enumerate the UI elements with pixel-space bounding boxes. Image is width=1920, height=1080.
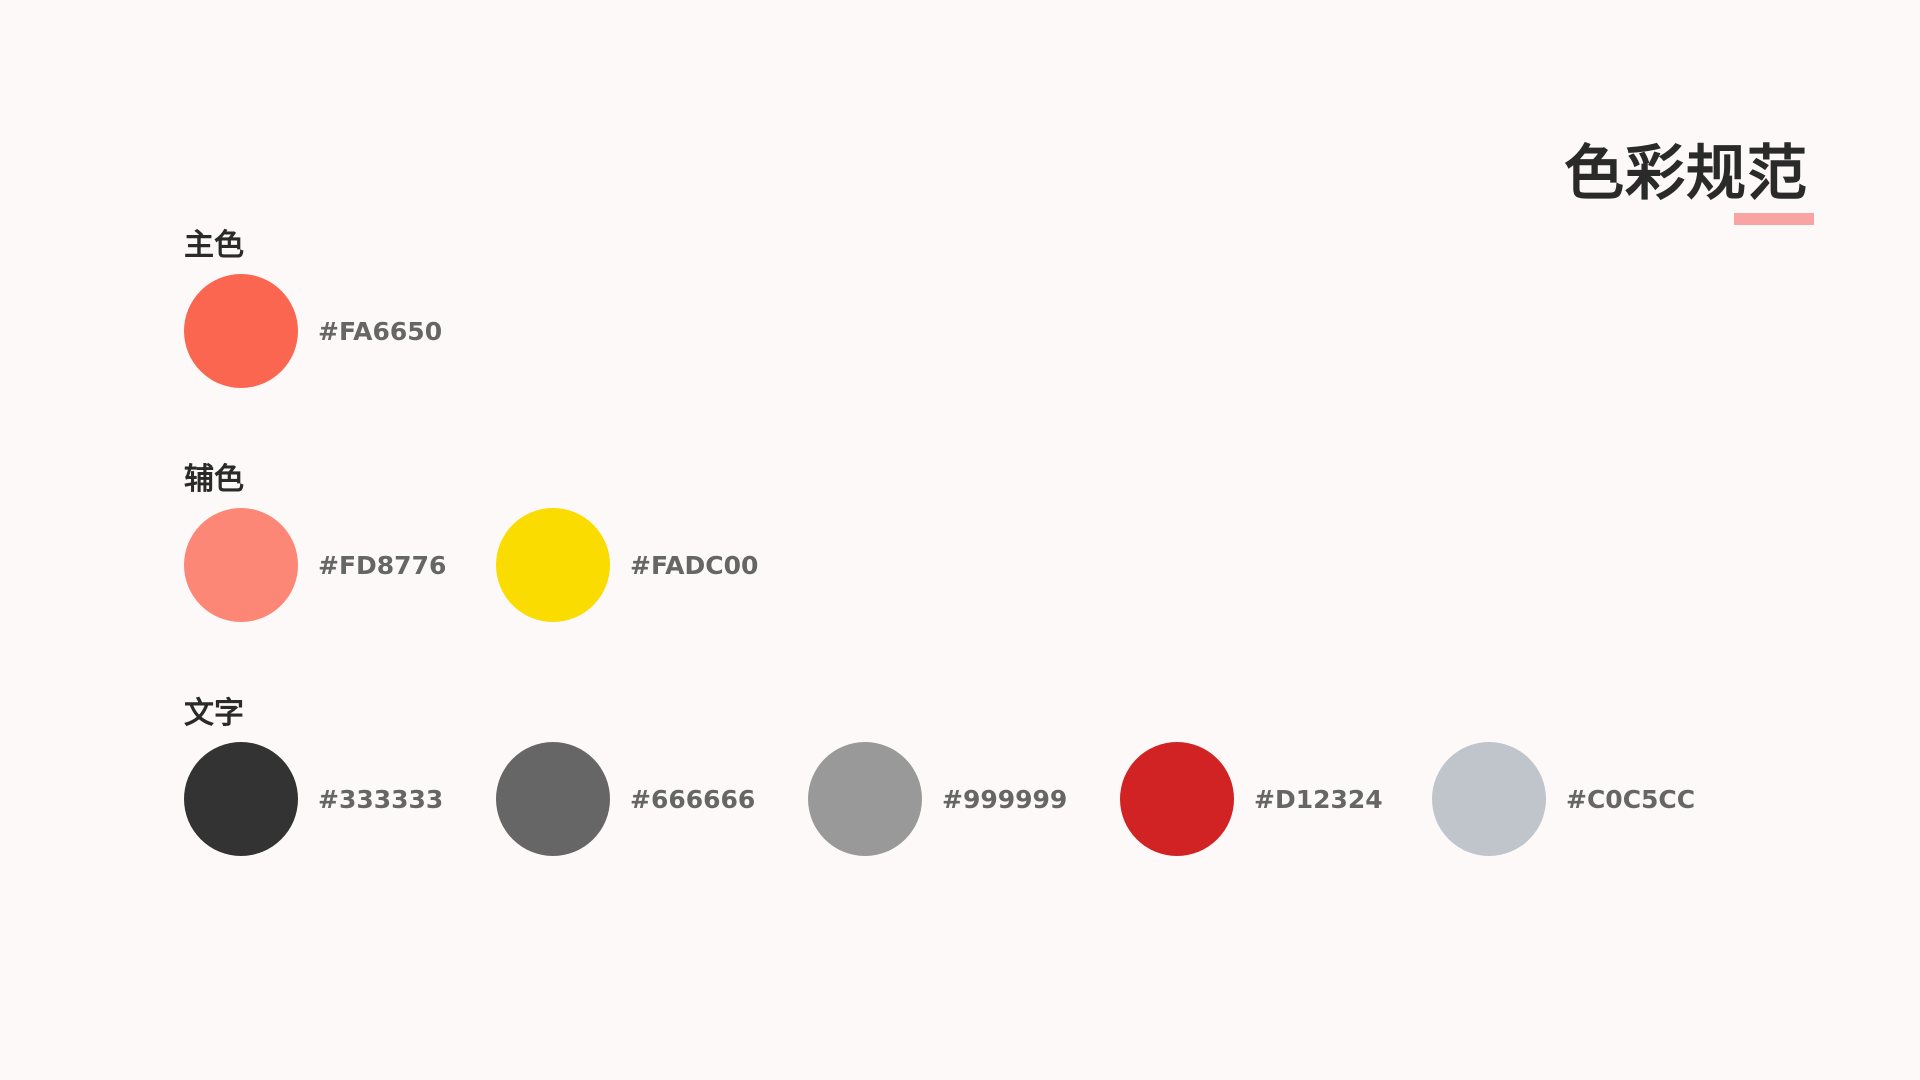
color-circle [496,508,610,622]
color-swatch: #999999 [808,742,1108,858]
color-circle [808,742,922,856]
color-circle [184,742,298,856]
swatch-row: #333333 #666666 #999999 #D12324 #C0C5CC [184,742,1784,858]
section-label: 辅色 [184,460,244,500]
color-hex-label: #999999 [942,782,1067,818]
color-circle [496,742,610,856]
color-swatch: #FA6650 [184,274,484,390]
color-hex-label: #C0C5CC [1566,782,1695,818]
title-underline [1734,213,1814,225]
color-circle [1432,742,1546,856]
color-hex-label: #FA6650 [318,314,442,350]
color-hex-label: #666666 [630,782,755,818]
color-swatch: #666666 [496,742,796,858]
color-swatch: #C0C5CC [1432,742,1732,858]
color-hex-label: #FD8776 [318,548,446,584]
color-swatch: #D12324 [1120,742,1420,858]
color-hex-label: #333333 [318,782,443,818]
page-title: 色彩规范 [1564,134,1808,214]
color-swatch: #333333 [184,742,484,858]
color-circle [1120,742,1234,856]
section-label: 主色 [184,226,244,266]
color-swatch: #FADC00 [496,508,796,624]
swatch-row: #FD8776 #FADC00 [184,508,1784,624]
section-label: 文字 [184,694,244,734]
color-hex-label: #D12324 [1254,782,1383,818]
color-swatch: #FD8776 [184,508,484,624]
swatch-row: #FA6650 [184,274,1784,390]
color-circle [184,508,298,622]
color-circle [184,274,298,388]
color-hex-label: #FADC00 [630,548,758,584]
